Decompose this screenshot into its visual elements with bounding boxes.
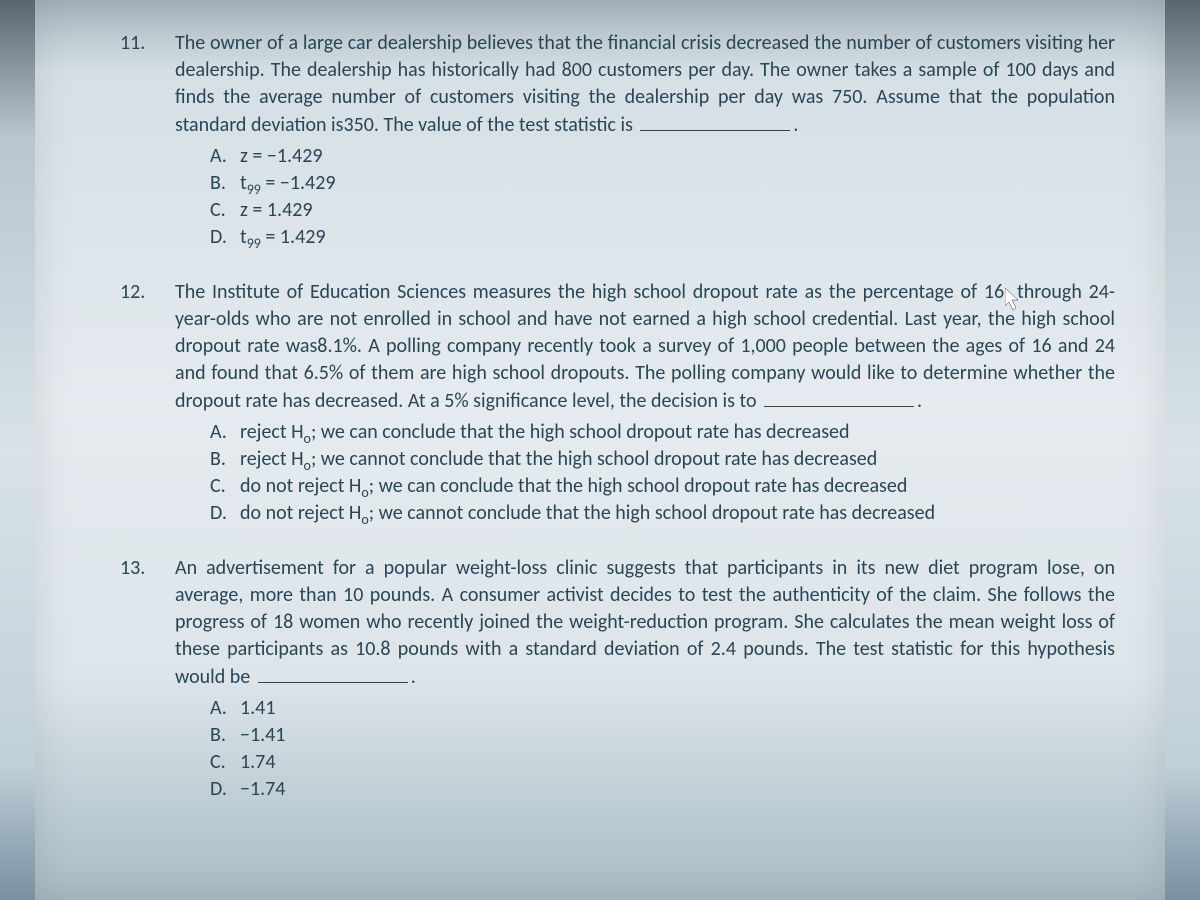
question-stem: An advertisement for a popular weight-lo… xyxy=(175,555,1115,691)
question-body: The owner of a large car dealership beli… xyxy=(175,30,1115,251)
option-b: B. reject Ho; we cannot conclude that th… xyxy=(210,446,1115,473)
fill-blank xyxy=(640,111,790,131)
option-letter: B. xyxy=(210,170,240,197)
option-letter: D. xyxy=(210,224,240,251)
option-letter: B. xyxy=(210,446,240,473)
question-body: An advertisement for a popular weight-lo… xyxy=(175,555,1115,803)
option-letter: A. xyxy=(210,419,240,446)
options-list: A. reject Ho; we can conclude that the h… xyxy=(210,419,1115,527)
stem-tail: . xyxy=(411,665,416,689)
option-text: z = −1.429 xyxy=(240,143,1115,170)
option-a: A. 1.41 xyxy=(210,695,1115,722)
option-text: reject Ho; we can conclude that the high… xyxy=(240,419,1115,446)
option-c: C. 1.74 xyxy=(210,749,1115,776)
question-body: The Institute of Education Sciences meas… xyxy=(175,279,1115,527)
options-list: A. 1.41 B. −1.41 C. 1.74 D. −1.74 xyxy=(210,695,1115,803)
stem-tail: . xyxy=(917,389,922,413)
option-letter: A. xyxy=(210,143,240,170)
document-page: 11. The owner of a large car dealership … xyxy=(35,0,1165,900)
option-text: −1.41 xyxy=(240,722,1115,749)
question-11: 11. The owner of a large car dealership … xyxy=(120,30,1115,251)
option-d: D. t99 = 1.429 xyxy=(210,224,1115,251)
option-c: C. z = 1.429 xyxy=(210,197,1115,224)
option-a: A. z = −1.429 xyxy=(210,143,1115,170)
options-list: A. z = −1.429 B. t99 = −1.429 C. z = 1.4… xyxy=(210,143,1115,251)
option-text: 1.74 xyxy=(240,749,1115,776)
question-stem: The Institute of Education Sciences meas… xyxy=(175,279,1115,415)
stem-tail: . xyxy=(793,113,798,137)
option-b: B. −1.41 xyxy=(210,722,1115,749)
option-letter: C. xyxy=(210,473,240,500)
option-letter: D. xyxy=(210,776,240,803)
option-letter: C. xyxy=(210,749,240,776)
option-letter: B. xyxy=(210,722,240,749)
option-text: t99 = −1.429 xyxy=(240,170,1115,197)
fill-blank xyxy=(258,663,408,683)
question-12: 12. The Institute of Education Sciences … xyxy=(120,279,1115,527)
question-13: 13. An advertisement for a popular weigh… xyxy=(120,555,1115,803)
option-a: A. reject Ho; we can conclude that the h… xyxy=(210,419,1115,446)
question-number: 13. xyxy=(120,555,175,803)
option-text: reject Ho; we cannot conclude that the h… xyxy=(240,446,1115,473)
option-text: t99 = 1.429 xyxy=(240,224,1115,251)
option-text: −1.74 xyxy=(240,776,1115,803)
option-d: D. −1.74 xyxy=(210,776,1115,803)
option-letter: A. xyxy=(210,695,240,722)
option-text: do not reject Ho; we can conclude that t… xyxy=(240,473,1115,500)
stem-text: The Institute of Education Sciences meas… xyxy=(175,280,1115,413)
option-letter: C. xyxy=(210,197,240,224)
option-b: B. t99 = −1.429 xyxy=(210,170,1115,197)
option-c: C. do not reject Ho; we can conclude tha… xyxy=(210,473,1115,500)
option-text: 1.41 xyxy=(240,695,1115,722)
question-number: 12. xyxy=(120,279,175,527)
option-text: z = 1.429 xyxy=(240,197,1115,224)
question-number: 11. xyxy=(120,30,175,251)
question-stem: The owner of a large car dealership beli… xyxy=(175,30,1115,139)
option-letter: D. xyxy=(210,500,240,527)
option-text: do not reject Ho; we cannot conclude tha… xyxy=(240,500,1115,527)
option-d: D. do not reject Ho; we cannot conclude … xyxy=(210,500,1115,527)
fill-blank xyxy=(764,387,914,407)
